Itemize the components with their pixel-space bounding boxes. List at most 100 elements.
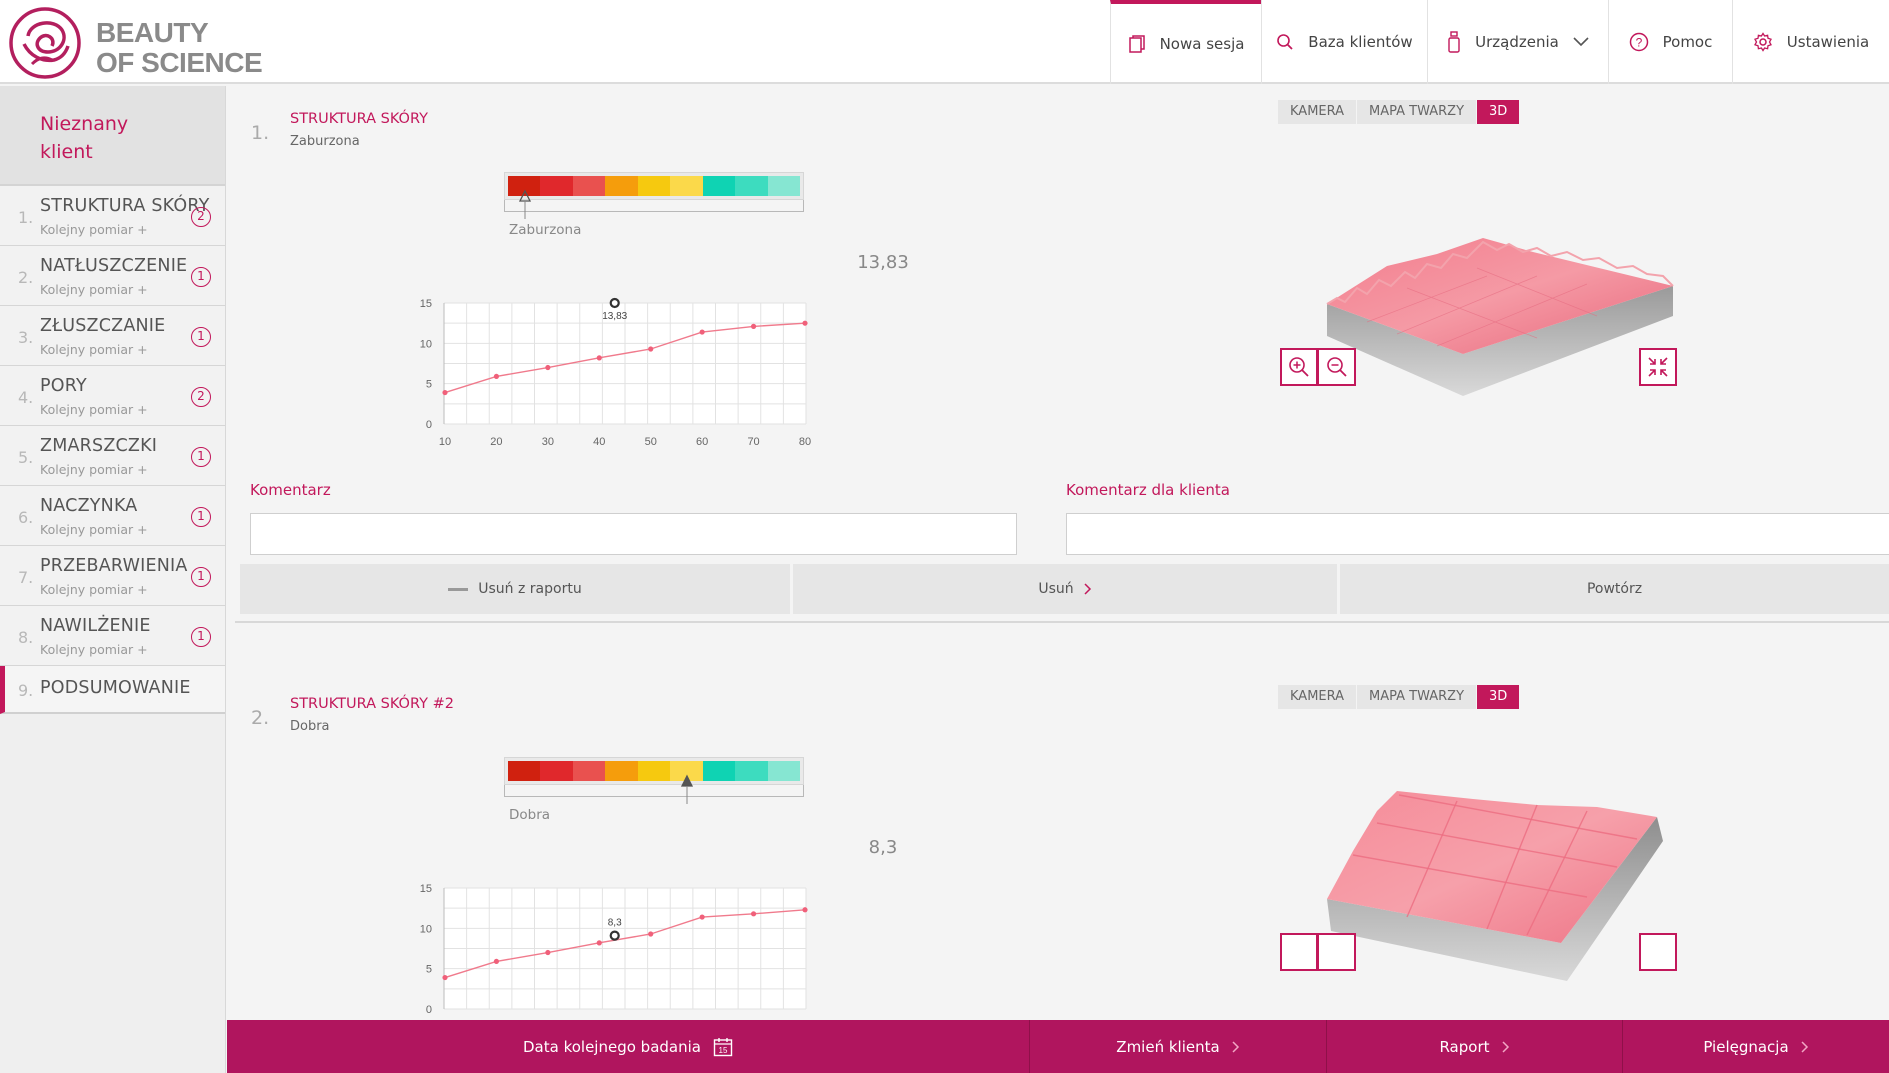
comment-input[interactable]	[250, 513, 1017, 555]
scale-bar	[504, 172, 804, 200]
nav-label: Urządzenia	[1475, 33, 1559, 51]
result-card: 2. STRUKTURA SKÓRY #2 Dobra Dobra 8,3 0 5…	[227, 671, 1889, 1020]
data-point[interactable]	[596, 940, 602, 946]
chevron-down-icon	[1573, 37, 1589, 47]
nav-label: Nowa sesja	[1159, 35, 1245, 53]
button-label: Zmień klienta	[1116, 1037, 1220, 1056]
tab-camera[interactable]: KAMERA	[1278, 685, 1358, 709]
button-label: Usuń	[1038, 581, 1074, 597]
scale-segment	[670, 761, 703, 781]
repeat-button[interactable]: Powtórz	[1340, 564, 1889, 614]
tab-camera[interactable]: KAMERA	[1278, 100, 1358, 124]
skin-3d-model[interactable]	[1287, 236, 1687, 396]
zoom-out-button[interactable]	[1318, 933, 1356, 971]
care-button[interactable]: Pielęgnacja	[1623, 1020, 1889, 1073]
next-measurement-link[interactable]: Kolejny pomiar +	[40, 582, 148, 597]
data-point[interactable]	[802, 907, 808, 913]
data-point[interactable]	[442, 389, 448, 396]
next-measurement-link[interactable]: Kolejny pomiar +	[40, 282, 148, 297]
measurement-count-badge: 2	[191, 207, 211, 227]
zoom-in-button[interactable]	[1280, 348, 1318, 386]
scale-segment	[572, 176, 606, 196]
scale-segment	[605, 761, 638, 781]
x-tick-label: 30	[542, 436, 554, 448]
bottle-icon	[1448, 31, 1460, 53]
sidebar-item-number: 5.	[18, 448, 34, 467]
delete-button[interactable]: Usuń	[793, 564, 1337, 614]
y-tick-label: 0	[426, 419, 432, 431]
nav-label: Baza klientów	[1308, 33, 1413, 51]
current-measurement-point[interactable]	[609, 930, 620, 941]
data-point[interactable]	[648, 346, 654, 352]
gear-icon	[1753, 32, 1772, 52]
change-client-button[interactable]: Zmień klienta	[1030, 1020, 1327, 1073]
sidebar-item-label: STRUKTURA SKÓRY	[40, 196, 210, 216]
client-comment-input[interactable]	[1066, 513, 1889, 555]
client-name[interactable]: Nieznany klient	[0, 86, 225, 186]
next-measurement-link[interactable]: Kolejny pomiar +	[40, 342, 148, 357]
chevron-right-icon	[1801, 1040, 1808, 1053]
scale-segment	[508, 176, 541, 196]
bottom-action-bar: Data kolejnego badania 15 Zmień klienta …	[227, 1020, 1889, 1073]
next-measurement-link[interactable]: Kolejny pomiar +	[40, 462, 148, 477]
zoom-controls	[1280, 933, 1356, 971]
nav-help[interactable]: ? Pomoc	[1608, 0, 1732, 84]
nav-devices[interactable]: Urządzenia	[1427, 0, 1608, 84]
remove-from-report-button[interactable]: Usuń z raportu	[240, 564, 790, 614]
nav-settings[interactable]: Ustawienia	[1732, 0, 1889, 84]
current-measurement-label: 8,3	[608, 918, 622, 929]
sidebar: Nieznany klient 1. STRUKTURA SKÓRY Kolejny…	[0, 86, 226, 1073]
zoom-out-button[interactable]	[1318, 348, 1356, 386]
nav-new-session[interactable]: Nowa sesja	[1110, 0, 1261, 84]
zoom-out-icon	[1326, 357, 1347, 377]
data-point[interactable]	[596, 355, 602, 361]
logo[interactable]: BEAUTY OF SCIENCE	[8, 6, 268, 82]
x-tick-label: 50	[645, 436, 657, 448]
sidebar-item[interactable]: 8. NAWILŻENIE Kolejny pomiar + 1	[0, 606, 225, 666]
y-tick-label: 15	[420, 883, 432, 895]
tab-face-map[interactable]: MAPA TWARZY	[1357, 685, 1478, 709]
report-button[interactable]: Raport	[1327, 1020, 1623, 1073]
exit-fullscreen-button[interactable]	[1639, 933, 1677, 971]
tab-face-map[interactable]: MAPA TWARZY	[1357, 100, 1478, 124]
zoom-in-button[interactable]	[1280, 933, 1318, 971]
sidebar-item[interactable]: 1. STRUKTURA SKÓRY Kolejny pomiar + 2	[0, 186, 225, 246]
data-point[interactable]	[750, 323, 757, 329]
sidebar-item[interactable]: 5. ZMARSZCZKI Kolejny pomiar + 1	[0, 426, 225, 486]
current-measurement-point[interactable]	[609, 297, 620, 309]
data-point[interactable]	[545, 949, 551, 956]
next-measurement-link[interactable]: Kolejny pomiar +	[40, 642, 148, 657]
y-tick-label: 5	[426, 964, 432, 976]
data-point[interactable]	[493, 958, 500, 965]
sidebar-item[interactable]: 2. NATŁUSZCZENIE Kolejny pomiar + 1	[0, 246, 225, 306]
sidebar-item[interactable]: 7. PRZEBARWIENIA Kolejny pomiar + 1	[0, 546, 225, 606]
data-point[interactable]	[493, 373, 500, 380]
chevron-right-icon	[1232, 1040, 1239, 1053]
scale-segment	[702, 176, 736, 196]
section-divider	[235, 621, 1889, 623]
result-title: STRUKTURA SKÓRY	[290, 111, 428, 127]
exit-fullscreen-button[interactable]	[1639, 348, 1677, 386]
sidebar-item-summary[interactable]: 9. PODSUMOWANIE	[0, 666, 225, 714]
next-measurement-link[interactable]: Kolejny pomiar +	[40, 402, 148, 417]
scale-segment	[670, 176, 703, 196]
tab-3d[interactable]: 3D	[1477, 685, 1521, 709]
skin-3d-model[interactable]	[1287, 781, 1687, 1001]
measurement-count-badge: 1	[191, 507, 211, 527]
sidebar-item[interactable]: 4. PORY Kolejny pomiar + 2	[0, 366, 225, 426]
next-exam-date-button[interactable]: Data kolejnego badania 15	[227, 1020, 1030, 1073]
data-point[interactable]	[699, 329, 705, 335]
data-point[interactable]	[648, 931, 654, 937]
data-point[interactable]	[442, 974, 448, 981]
data-point[interactable]	[802, 320, 808, 326]
sidebar-item[interactable]: 6. NACZYNKA Kolejny pomiar + 1	[0, 486, 225, 546]
next-measurement-link[interactable]: Kolejny pomiar +	[40, 522, 148, 537]
sidebar-item[interactable]: 3. ZŁUSZCZANIE Kolejny pomiar + 1	[0, 306, 225, 366]
data-point[interactable]	[750, 911, 757, 917]
next-measurement-link[interactable]: Kolejny pomiar +	[40, 222, 148, 237]
nav-client-base[interactable]: Baza klientów	[1261, 0, 1427, 84]
tab-3d[interactable]: 3D	[1477, 100, 1521, 124]
result-value: 13,83	[857, 252, 909, 273]
data-point[interactable]	[699, 914, 705, 920]
data-point[interactable]	[545, 364, 551, 371]
